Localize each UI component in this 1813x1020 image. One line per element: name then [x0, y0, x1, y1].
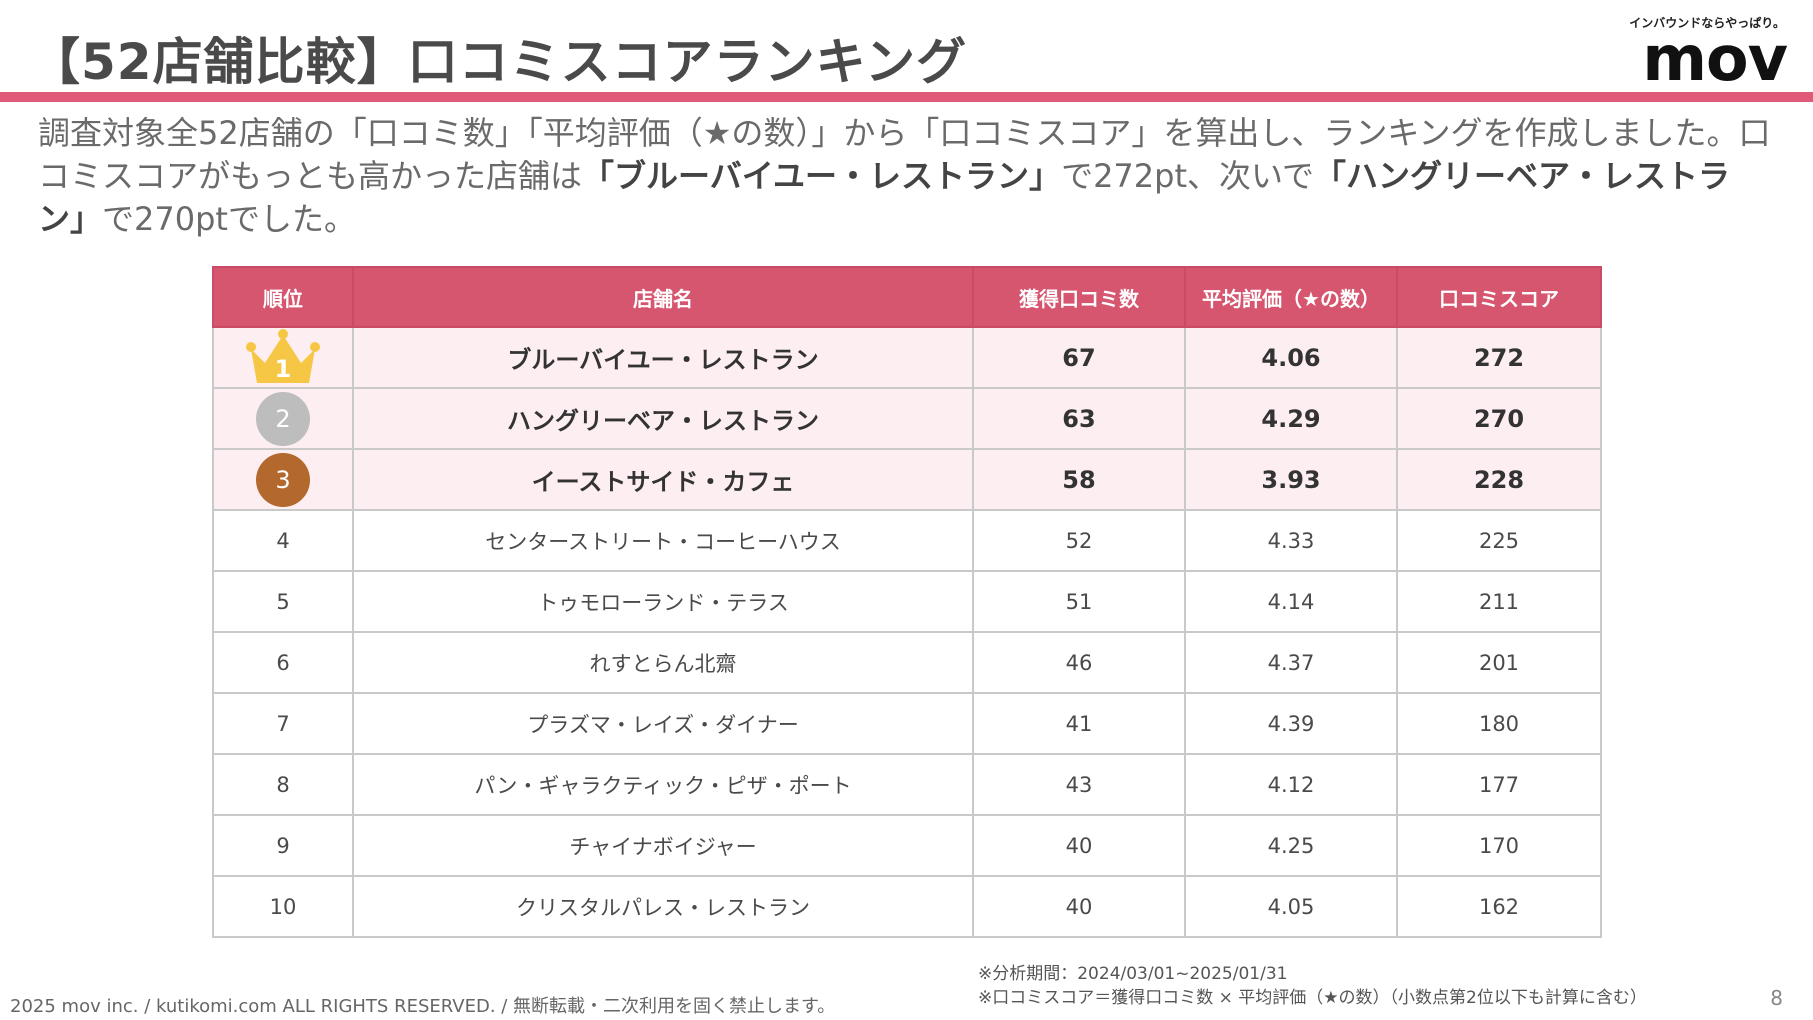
review-score-cell: 225	[1396, 509, 1602, 572]
header-average-rating: 平均評価（★の数）	[1184, 266, 1398, 328]
brand-tagline: インバウンドならやっぱり。	[1629, 16, 1785, 30]
rank-cell: 6	[212, 631, 354, 694]
table-row: 2 ハングリーベア・レストラン 63 4.29 270	[212, 387, 1602, 450]
review-count-cell: 52	[972, 509, 1186, 572]
review-count-cell: 67	[972, 326, 1186, 389]
page-number: 8	[1770, 986, 1783, 1010]
store-name-cell: センターストリート・コーヒーハウス	[352, 509, 974, 572]
rank-cell: 4	[212, 509, 354, 572]
header-divider	[0, 92, 1813, 102]
rank-cell: 3	[212, 448, 354, 511]
review-count-cell: 46	[972, 631, 1186, 694]
rank-cell: 10	[212, 875, 354, 938]
rank-cell: 2	[212, 387, 354, 450]
footnotes: ※分析期間：2024/03/01~2025/01/31 ※口コミスコア＝獲得口コ…	[978, 962, 1647, 1010]
lead-text-2: で272pt、次いで	[1061, 157, 1315, 195]
review-count-cell: 40	[972, 875, 1186, 938]
review-count-cell: 58	[972, 448, 1186, 511]
review-score-cell: 170	[1396, 814, 1602, 877]
average-rating-cell: 4.29	[1184, 387, 1398, 450]
store-name-cell: プラズマ・レイズ・ダイナー	[352, 692, 974, 755]
table-row: 3 イーストサイド・カフェ 58 3.93 228	[212, 448, 1602, 511]
rank-cell: 5	[212, 570, 354, 633]
review-score-cell: 177	[1396, 753, 1602, 816]
store-name-cell: クリスタルパレス・レストラン	[352, 875, 974, 938]
table-row: 5 トゥモローランド・テラス 51 4.14 211	[212, 570, 1602, 633]
table-row: 6 れすとらん北齋 46 4.37 201	[212, 631, 1602, 694]
header-rank: 順位	[212, 266, 354, 328]
average-rating-cell: 4.39	[1184, 692, 1398, 755]
store-name-cell: イーストサイド・カフェ	[352, 448, 974, 511]
review-score-cell: 270	[1396, 387, 1602, 450]
store-name-cell: パン・ギャラクティック・ピザ・ポート	[352, 753, 974, 816]
lead-highlight-2: 「ハングリーベア・レストラン」	[38, 157, 1731, 238]
table-row: 4 センターストリート・コーヒーハウス 52 4.33 225	[212, 509, 1602, 572]
table-row: 7 プラズマ・レイズ・ダイナー 41 4.39 180	[212, 692, 1602, 755]
lead-paragraph: 調査対象全52店舗の「口コミ数」「平均評価（★の数）」から「口コミスコア」を算出…	[38, 112, 1778, 241]
average-rating-cell: 4.37	[1184, 631, 1398, 694]
review-count-cell: 43	[972, 753, 1186, 816]
review-count-cell: 41	[972, 692, 1186, 755]
page-title: 【52店舗比較】口コミスコアランキング	[30, 33, 968, 91]
review-score-cell: 228	[1396, 448, 1602, 511]
header-review-count: 獲得口コミ数	[972, 266, 1186, 328]
silver-medal-icon: 2	[256, 391, 310, 446]
rank-cell: 9	[212, 814, 354, 877]
rank-cell: 7	[212, 692, 354, 755]
ranking-table: 順位 店舗名 獲得口コミ数 平均評価（★の数） 口コミスコア 1 ブルーバイユー…	[212, 266, 1602, 938]
note-analysis-period: ※分析期間：2024/03/01~2025/01/31	[978, 964, 1288, 984]
review-score-cell: 201	[1396, 631, 1602, 694]
review-score-cell: 211	[1396, 570, 1602, 633]
average-rating-cell: 4.06	[1184, 326, 1398, 389]
rank-number: 1	[275, 355, 292, 383]
review-score-cell: 180	[1396, 692, 1602, 755]
average-rating-cell: 4.12	[1184, 753, 1398, 816]
store-name-cell: れすとらん北齋	[352, 631, 974, 694]
table-header-row: 順位 店舗名 獲得口コミ数 平均評価（★の数） 口コミスコア	[212, 266, 1602, 328]
review-count-cell: 63	[972, 387, 1186, 450]
lead-text-3: で270ptでした。	[102, 200, 356, 238]
header-store-name: 店舗名	[352, 266, 974, 328]
store-name-cell: トゥモローランド・テラス	[352, 570, 974, 633]
table-row: 9 チャイナボイジャー 40 4.25 170	[212, 814, 1602, 877]
rank-cell: 8	[212, 753, 354, 816]
copyright-footer: 2025 mov inc. / kutikomi.com ALL RIGHTS …	[10, 996, 836, 1017]
brand-logo: mov	[1642, 22, 1788, 95]
table-row: 10 クリスタルパレス・レストラン 40 4.05 162	[212, 875, 1602, 938]
lead-text-1: 調査対象全52店舗の「口コミ数」「平均評価（★の数）」から「口コミスコア」を算出…	[38, 114, 1771, 195]
store-name-cell: チャイナボイジャー	[352, 814, 974, 877]
bronze-medal-icon: 3	[256, 452, 310, 507]
average-rating-cell: 4.25	[1184, 814, 1398, 877]
average-rating-cell: 4.14	[1184, 570, 1398, 633]
average-rating-cell: 4.33	[1184, 509, 1398, 572]
review-score-cell: 162	[1396, 875, 1602, 938]
table-row: 1 ブルーバイユー・レストラン 67 4.06 272	[212, 326, 1602, 389]
lead-highlight-1: 「ブルーバイユー・レストラン」	[582, 157, 1062, 195]
store-name-cell: ブルーバイユー・レストラン	[352, 326, 974, 389]
store-name-cell: ハングリーベア・レストラン	[352, 387, 974, 450]
review-count-cell: 51	[972, 570, 1186, 633]
table-row: 8 パン・ギャラクティック・ピザ・ポート 43 4.12 177	[212, 753, 1602, 816]
rank-cell: 1	[212, 326, 354, 389]
average-rating-cell: 4.05	[1184, 875, 1398, 938]
review-count-cell: 40	[972, 814, 1186, 877]
header-review-score: 口コミスコア	[1396, 266, 1602, 328]
review-score-cell: 272	[1396, 326, 1602, 389]
average-rating-cell: 3.93	[1184, 448, 1398, 511]
crown-icon: 1	[246, 328, 320, 383]
note-score-formula: ※口コミスコア＝獲得口コミ数 × 平均評価（★の数）（小数点第2位以下も計算に含…	[978, 988, 1647, 1008]
